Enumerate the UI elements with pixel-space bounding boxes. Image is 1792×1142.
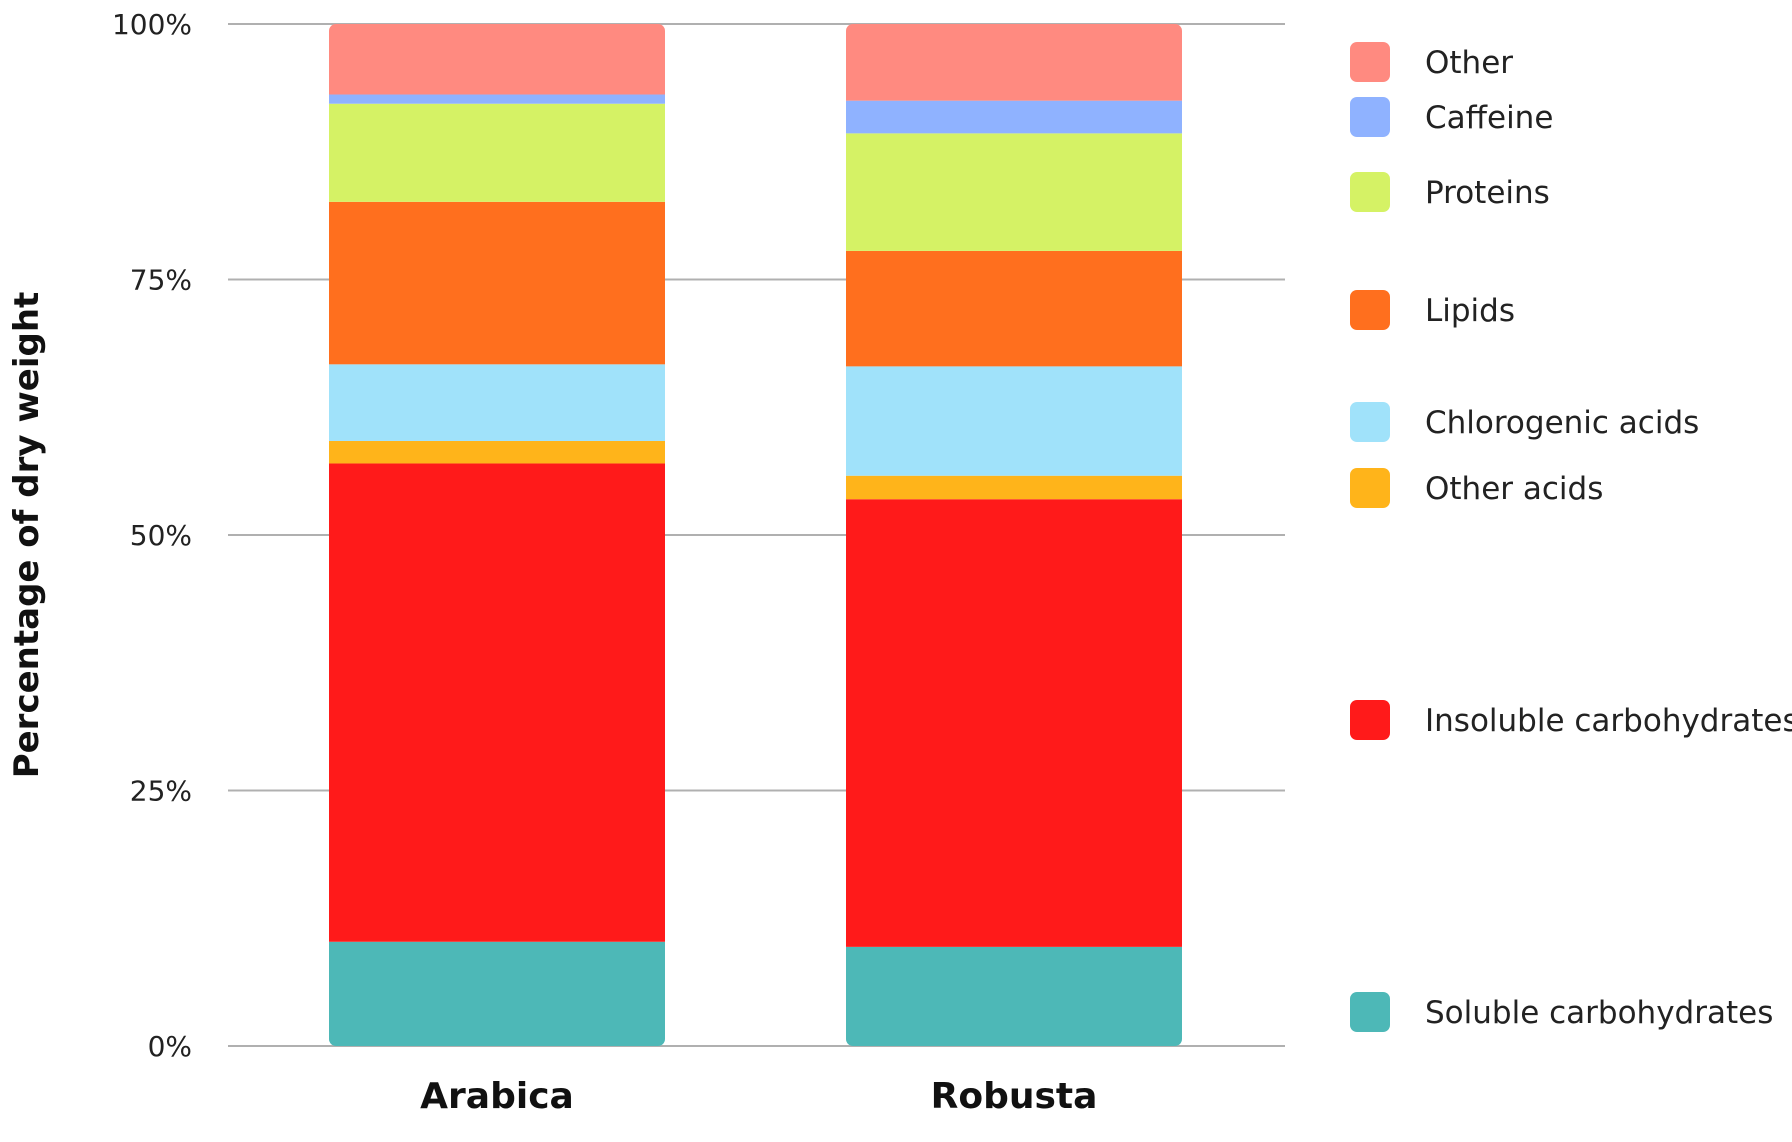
bar-segment-proteins [329,103,665,202]
legend-swatch [1350,172,1390,212]
bar-segment-other [329,24,665,95]
legend-item: Lipids [1350,290,1515,330]
bars-layer [329,24,1182,1046]
bar-segment-insoluble-carbohydrates [329,463,665,942]
bar-segment-other-acids [329,440,665,464]
legend-label: Chlorogenic acids [1425,405,1699,441]
y-tick-label: 25% [130,775,192,808]
bar-segment-lipids [329,201,665,365]
legend-swatch [1350,402,1390,442]
legend-item: Other [1350,42,1513,82]
bar-segment-proteins [846,133,1182,251]
bar-segment-chlorogenic-acids [846,366,1182,476]
bar-stack-arabica [329,24,665,1046]
legend-item: Insoluble carbohydrates [1350,700,1792,740]
bar-stack-robusta [846,24,1182,1046]
x-category-label: Robusta [931,1076,1098,1117]
legend-swatch [1350,42,1390,82]
legend: Soluble carbohydrates Insoluble carbohydr… [1350,42,1792,1032]
bar-segment-lipids [846,250,1182,367]
legend-label: Lipids [1425,293,1515,329]
bar-segment-caffeine [329,94,665,104]
y-tick-label: 0% [148,1030,192,1063]
y-tick-label: 75% [130,264,192,297]
legend-item: Caffeine [1350,97,1553,137]
bar-segment-other [846,24,1182,101]
legend-item: Proteins [1350,172,1550,212]
legend-swatch [1350,97,1390,137]
legend-item: Other acids [1350,468,1603,508]
y-axis-title: Percentage of dry weight [7,292,47,779]
legend-swatch [1350,290,1390,330]
bar-segment-caffeine [846,100,1182,134]
y-tick-label: 50% [130,519,192,552]
legend-label: Insoluble carbohydrates [1425,703,1792,739]
y-tick-label: 100% [112,8,192,41]
legend-item: Soluble carbohydrates [1350,992,1773,1032]
bar-segment-soluble-carbohydrates [329,941,665,1046]
x-axis-categories: Arabica Robusta [420,1076,1097,1117]
legend-swatch [1350,700,1390,740]
legend-item: Chlorogenic acids [1350,402,1699,442]
bar-segment-chlorogenic-acids [329,364,665,441]
bar-segment-insoluble-carbohydrates [846,499,1182,947]
bar-segment-other-acids [846,475,1182,500]
x-category-label: Arabica [420,1076,574,1117]
bar-segment-soluble-carbohydrates [846,946,1182,1046]
y-axis-ticks: 0% 25% 50% 75% 100% [112,8,192,1063]
legend-label: Other [1425,45,1513,81]
legend-swatch [1350,468,1390,508]
legend-swatch [1350,992,1390,1032]
legend-label: Caffeine [1425,100,1553,136]
legend-label: Soluble carbohydrates [1425,995,1773,1031]
legend-label: Other acids [1425,471,1603,507]
legend-label: Proteins [1425,175,1550,211]
